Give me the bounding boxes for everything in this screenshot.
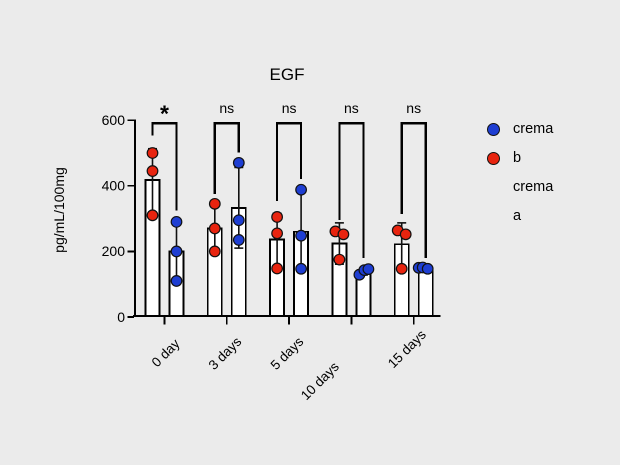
y-axis-label: pg/mL/100mg	[51, 167, 67, 253]
data-point	[271, 211, 284, 223]
legend-label: b	[513, 150, 522, 167]
data-point	[295, 229, 308, 242]
y-tick-label: 400	[102, 178, 126, 194]
data-point	[399, 228, 412, 241]
significance-bracket	[338, 122, 365, 258]
legend-label: crema	[513, 179, 554, 196]
bars	[144, 178, 434, 317]
bar	[417, 267, 434, 317]
significance-bracket	[213, 122, 240, 194]
data-point	[208, 197, 221, 210]
data-point	[208, 245, 221, 258]
legend-label: crema	[513, 121, 554, 138]
legend-row: crema	[487, 115, 553, 144]
data-point	[146, 147, 159, 159]
legend-marker-spacer	[487, 210, 500, 223]
legend-marker-spacer	[487, 181, 500, 194]
data-point	[170, 275, 183, 287]
data-point	[395, 262, 408, 275]
data-point	[170, 215, 183, 228]
data-point	[146, 165, 159, 177]
data-point	[232, 234, 245, 246]
data-point	[232, 156, 245, 169]
data-point	[362, 263, 375, 276]
significance-label: ns	[344, 100, 359, 116]
legend-row: crema	[487, 173, 553, 202]
data-point	[271, 227, 284, 240]
significance-labels: * ns ns ns ns	[160, 100, 421, 127]
significance-label: ns	[406, 100, 421, 116]
data-point	[232, 214, 245, 227]
y-tick-label: 0	[117, 309, 125, 325]
significance-brackets	[151, 122, 427, 258]
significance-label: ns	[282, 100, 297, 116]
legend-label: a	[513, 208, 522, 225]
legend: crema b crema a	[487, 115, 553, 231]
significance-bracket	[276, 122, 303, 201]
y-tick-label: 200	[102, 243, 126, 259]
legend-marker-icon	[487, 152, 500, 165]
legend-marker-icon	[487, 123, 500, 136]
legend-row: a	[487, 202, 553, 231]
data-point	[170, 245, 183, 258]
legend-row: b	[487, 144, 553, 173]
significance-label: *	[160, 101, 169, 127]
significance-bracket	[151, 122, 178, 211]
chart-title: EGF	[270, 65, 305, 84]
significance-label: ns	[219, 100, 234, 116]
data-point	[271, 262, 284, 275]
data-points	[146, 147, 434, 287]
y-axis-ticks: 0 200 400 600	[102, 112, 134, 325]
significance-bracket	[400, 122, 427, 258]
error-bars	[148, 147, 431, 282]
data-point	[295, 183, 308, 196]
y-tick-label: 600	[102, 112, 126, 128]
data-point	[295, 262, 308, 275]
data-point	[337, 228, 350, 241]
x-axis-ticks	[163, 317, 415, 325]
data-point	[421, 262, 434, 275]
data-point	[208, 222, 221, 235]
data-point	[333, 253, 346, 266]
data-point	[146, 209, 159, 222]
